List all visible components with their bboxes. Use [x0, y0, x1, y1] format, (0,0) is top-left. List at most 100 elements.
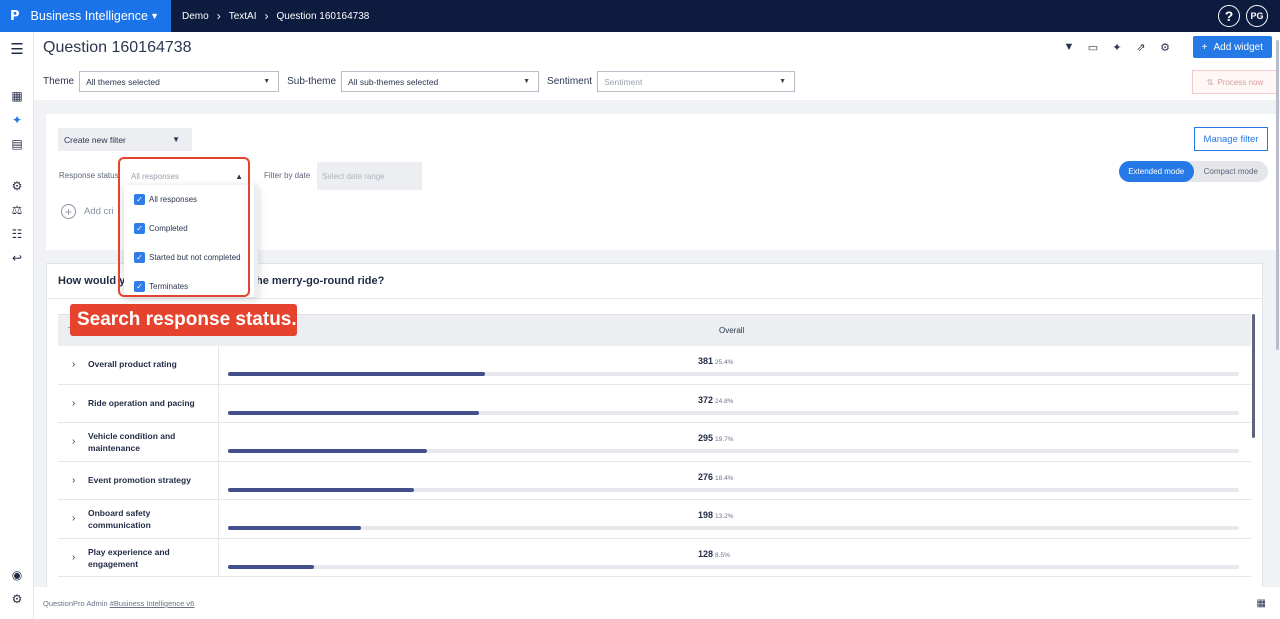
add-criteria-label: Add cri	[84, 206, 114, 217]
percent-value: 19.7%	[715, 436, 734, 443]
table-row[interactable]: › Play experience and engagement 128 8.5%	[58, 538, 1251, 577]
segments-icon[interactable]: ⚙	[11, 179, 23, 193]
extended-mode-option[interactable]: Extended mode	[1119, 161, 1194, 182]
count-value: 381	[698, 356, 714, 366]
document-icon[interactable]: ▤	[11, 137, 23, 151]
sparkle-icon[interactable]: ✦	[1112, 41, 1122, 54]
caret-down-icon: ▼	[779, 78, 787, 85]
breadcrumb-demo[interactable]: Demo	[182, 10, 209, 22]
dashboard-icon[interactable]: ▦	[11, 89, 23, 103]
date-range-input[interactable]: Select date range	[317, 162, 422, 190]
page-title: Question 160164738	[43, 39, 192, 56]
caret-down-icon: ▼	[172, 135, 180, 144]
dropdown-option[interactable]: ✓ All responses	[124, 185, 258, 214]
left-rail: ☰ ▦ ✦ ▤ ⚙ ⚖ ☷ ↩ ◉ ⚙	[0, 32, 34, 619]
breadcrumb-textai[interactable]: TextAI	[228, 10, 257, 22]
mode-toggle: Extended mode Compact mode	[1119, 161, 1268, 182]
create-filter-label: Create new filter	[64, 134, 126, 145]
dropdown-option[interactable]: ✓ Completed	[124, 214, 258, 243]
chevron-right-icon[interactable]: ›	[72, 551, 76, 563]
theme-count: 198 13.2%	[698, 510, 758, 520]
count-value: 372	[698, 394, 714, 405]
textai-sparkle-icon[interactable]: ✦	[11, 113, 23, 127]
manage-filter-button[interactable]: Manage filter	[1194, 127, 1268, 151]
table-scrollbar[interactable]	[1252, 314, 1255, 438]
grid-icon[interactable]: ▦	[1256, 598, 1266, 609]
menu-icon[interactable]: ☰	[10, 41, 24, 58]
bar-track	[228, 526, 1239, 530]
caret-up-icon: ▲	[235, 171, 243, 181]
product-switcher[interactable]: P Business Intelligence ▼	[0, 0, 171, 32]
breadcrumb: Demo › TextAI › Question 160164738	[182, 9, 369, 23]
chevron-right-icon[interactable]: ›	[72, 397, 76, 409]
process-now-button[interactable]: ⇅ Process now	[1192, 70, 1278, 94]
header-overall: Overall	[719, 326, 745, 335]
table-row[interactable]: › Ride operation and pacing 372 24.8%	[58, 384, 1251, 423]
table-row[interactable]: › Onboard safety communication 198 13.2%	[58, 500, 1251, 539]
list-icon[interactable]: ☷	[11, 227, 23, 241]
column-divider	[218, 500, 219, 538]
percent-value: 18.4%	[715, 474, 734, 482]
filter-by-date-label: Filter by date	[264, 171, 311, 180]
count-value: 276	[698, 471, 714, 482]
chevron-right-icon[interactable]: ›	[72, 513, 76, 524]
checkbox-checked-icon[interactable]: ✓	[134, 194, 145, 205]
subtheme-select[interactable]: All sub-themes selected ▼	[341, 71, 540, 92]
help-icon[interactable]: ?	[1218, 5, 1240, 27]
response-status-search[interactable]: All responses ▲	[125, 164, 249, 188]
caret-down-icon: ▼	[150, 11, 159, 21]
percent-value: 24.8%	[715, 397, 734, 405]
compact-mode-option[interactable]: Compact mode	[1203, 167, 1258, 176]
checkbox-checked-icon[interactable]: ✓	[134, 252, 145, 263]
page-scrollbar[interactable]	[1276, 40, 1279, 350]
table-row[interactable]: › Overall product rating 381 25.4%	[58, 346, 1251, 385]
chevron-right-icon[interactable]: ›	[72, 436, 76, 447]
add-widget-button[interactable]: + Add widget	[1192, 36, 1272, 58]
back-icon[interactable]: ↩	[11, 251, 23, 265]
settings-icon[interactable]: ⚙	[11, 592, 23, 606]
footer-link[interactable]: #Business Intelligence v6	[109, 599, 195, 608]
chevron-right-icon: ›	[264, 9, 269, 23]
add-widget-label: Add widget	[1213, 41, 1263, 53]
theme-count: 276 18.4%	[698, 472, 758, 482]
csv-icon[interactable]: ▭	[1087, 41, 1099, 54]
table-row[interactable]: › Vehicle condition and maintenance 295 19.…	[58, 423, 1251, 462]
response-status-placeholder: All responses	[131, 171, 180, 181]
theme-count: 381 25.4%	[698, 356, 758, 366]
widget-title-start: How would yo	[58, 275, 132, 287]
shield-user-icon[interactable]: ◉	[11, 568, 23, 582]
bar-fill	[228, 449, 427, 453]
theme-label: Overall product rating	[88, 359, 177, 369]
dropdown-option-label: Terminates	[149, 282, 189, 291]
table-row[interactable]: › Event promotion strategy 276 18.4%	[58, 461, 1251, 500]
subtheme-value: All sub-themes selected	[348, 76, 439, 87]
theme-select[interactable]: All themes selected ▼	[79, 71, 280, 92]
balance-icon[interactable]: ⚖	[11, 203, 23, 217]
percent-value: 25.4%	[715, 359, 734, 366]
checkbox-checked-icon[interactable]: ✓	[134, 223, 145, 234]
header-toolbar: ▼ ▭ ✦ ⇗ ⚙	[1062, 40, 1172, 54]
sentiment-select[interactable]: Sentiment ▼	[597, 71, 796, 92]
bar-track	[228, 564, 1239, 569]
column-divider	[218, 461, 219, 499]
avatar[interactable]: PG	[1246, 5, 1268, 27]
dropdown-scrollbar[interactable]	[254, 185, 258, 297]
instruction-callout: Search response status.	[70, 304, 297, 336]
bar-fill	[228, 487, 414, 492]
chevron-right-icon[interactable]: ›	[72, 474, 76, 486]
theme-count: 372 24.8%	[698, 395, 758, 405]
subtheme-label: Sub-theme	[287, 76, 337, 87]
plus-circle-icon: +	[61, 204, 76, 219]
create-new-filter-select[interactable]: Create new filter ▼	[58, 128, 192, 151]
add-criteria-button[interactable]: + Add cri	[61, 204, 114, 219]
dropdown-option[interactable]: ✓ Started but not completed	[124, 243, 258, 272]
plus-icon: +	[1201, 41, 1208, 53]
share-icon[interactable]: ⇗	[1136, 41, 1146, 54]
gear-icon[interactable]: ⚙	[1160, 41, 1170, 54]
chevron-right-icon[interactable]: ›	[72, 359, 76, 370]
checkbox-checked-icon[interactable]: ✓	[134, 281, 145, 292]
bar-track	[228, 449, 1239, 453]
page-header: Question 160164738 ▼ ▭ ✦ ⇗ ⚙ + Add widge…	[34, 32, 1280, 100]
filter-icon[interactable]: ▼	[1063, 41, 1075, 53]
dropdown-option[interactable]: ✓ Terminates	[124, 272, 258, 297]
